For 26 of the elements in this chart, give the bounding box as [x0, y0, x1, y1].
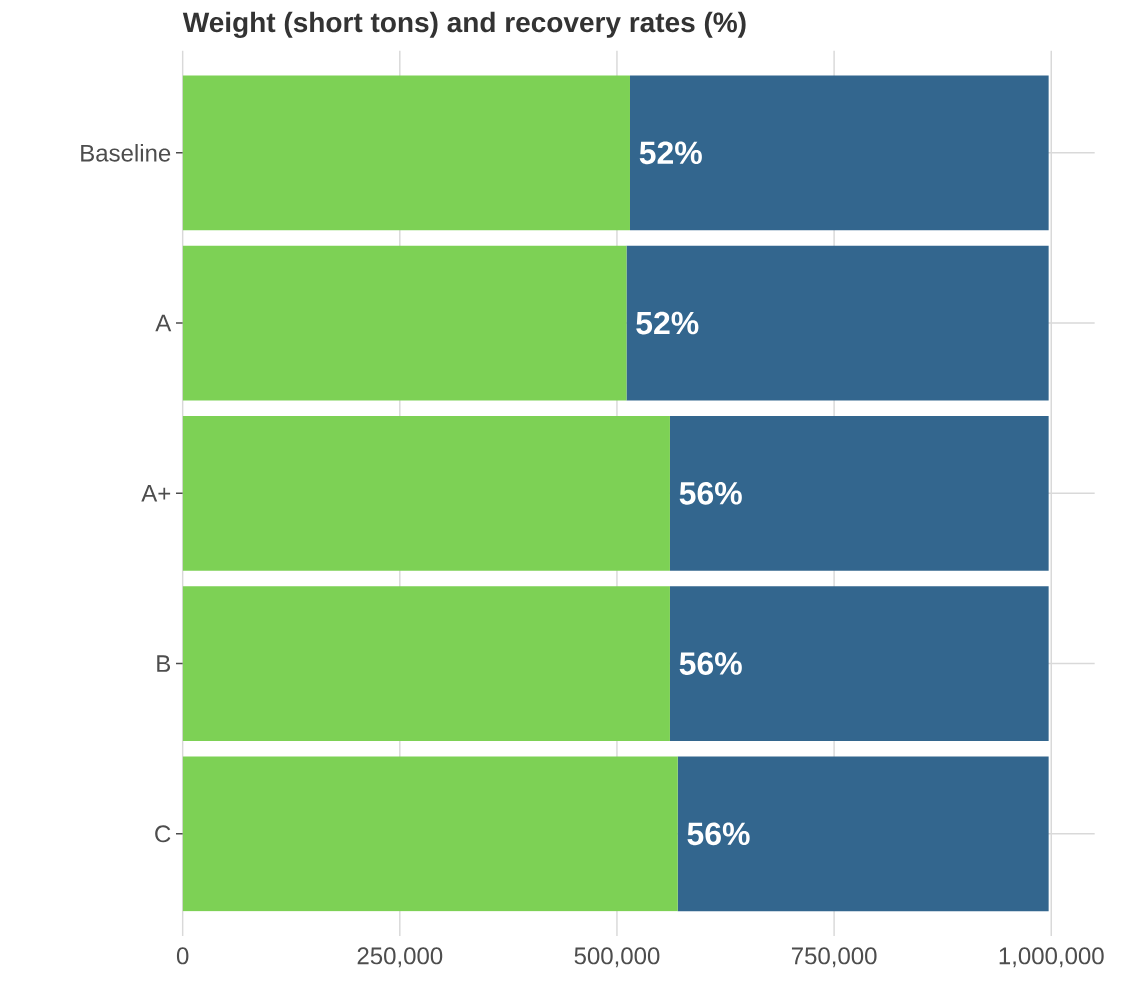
bar — [669, 586, 1049, 741]
annotation: 52% — [636, 311, 699, 335]
x-tick-label: 1,000,000 — [999, 947, 1104, 968]
bar — [182, 756, 678, 912]
annotation: 56% — [679, 652, 742, 675]
y-tick-label: A+ — [141, 484, 171, 502]
bar — [626, 245, 1049, 401]
x-tick-label: 500,000 — [574, 947, 660, 968]
x-tick-label: 750,000 — [791, 947, 877, 968]
y-tick-label: B — [157, 655, 171, 672]
annotation: 56% — [687, 822, 750, 846]
y-tick-label: Baseline — [81, 143, 171, 162]
bar — [182, 586, 670, 741]
bar — [677, 756, 1049, 912]
bar — [182, 245, 627, 401]
x-tick-label: 0 — [176, 947, 189, 965]
y-tick-label: C — [155, 825, 171, 843]
annotation: 52% — [639, 141, 702, 164]
x-tick-label: 250,000 — [357, 947, 443, 968]
annotation: 56% — [679, 481, 742, 505]
y-tick-label: A — [155, 314, 172, 332]
bar — [182, 415, 670, 571]
bar — [182, 75, 630, 230]
chart-title: Weight (short tons) and recovery rates (%) — [182, 11, 746, 38]
bar — [629, 75, 1049, 230]
bar — [669, 415, 1049, 571]
